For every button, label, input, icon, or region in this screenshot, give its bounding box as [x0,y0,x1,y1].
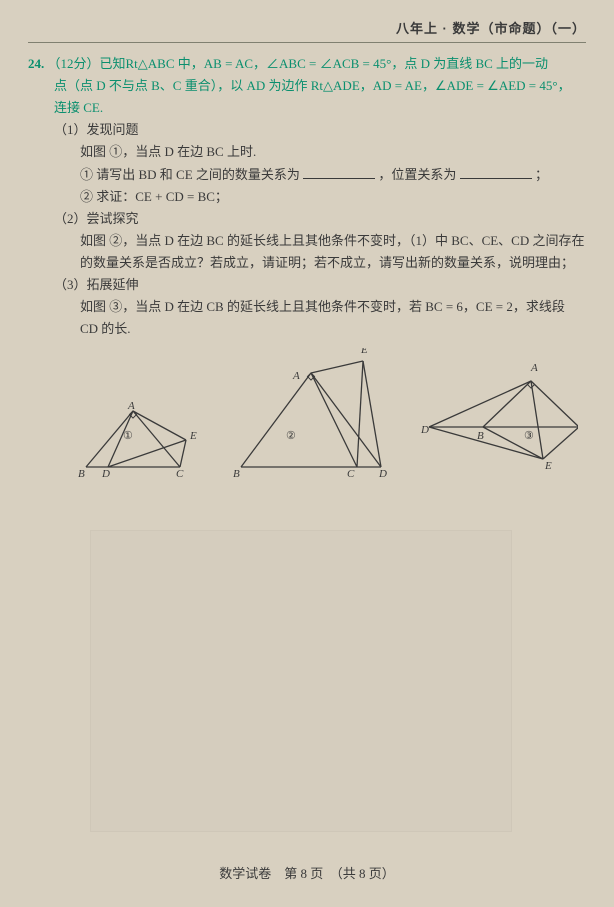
svg-text:B: B [477,430,484,442]
stem-line-2: 点（点 D 不与点 B、C 重合），以 AD 为边作 Rt△ADE，AD = A… [54,75,586,97]
part2-line1: 如图 ②，当点 D 在边 BC 的延长线上且其他条件不变时，（1）中 BC、CE… [80,230,586,252]
blank-1 [303,166,375,179]
svg-text:②: ② [286,430,296,442]
part1-line1: 如图 ①，当点 D 在边 BC 上时. [80,141,586,163]
header-rule [28,42,586,43]
showthrough-ghost [90,530,512,832]
p1l2b: ，位置关系为 [378,167,456,182]
svg-text:A: A [127,400,135,412]
stem-line-3: 连接 CE. [54,97,586,119]
p1l2c: ； [535,167,548,182]
svg-text:E: E [360,348,368,356]
question-points: （12分） [48,56,100,71]
question-stem: 24. （12分）已知Rt△ABC 中，AB = AC，∠ABC = ∠ACB … [28,53,586,75]
svg-text:D: D [420,424,429,436]
svg-text:E: E [544,460,552,472]
part1-line3: ② 求证：CE + CD = BC； [80,186,586,208]
figures-row: ABCDE①ABCDE②ABCDE③ [58,348,586,515]
svg-text:A: A [530,362,538,374]
page-footer: 数学试卷 第 8 页 （共 8 页） [0,863,614,885]
svg-text:C: C [347,468,355,480]
svg-text:D: D [101,468,110,480]
part2-line2: 的数量关系是否成立？若成立，请证明；若不成立，请写出新的数量关系，说明理由； [80,252,586,274]
svg-text:B: B [78,468,85,480]
svg-text:D: D [378,468,387,480]
figures-svg: ABCDE①ABCDE②ABCDE③ [58,348,578,508]
page-header: 八年上 · 数学（市命题）（一） [28,18,586,40]
svg-text:A: A [292,370,300,382]
p1l2a: ① 请写出 BD 和 CE 之间的数量关系为 [80,167,300,182]
svg-text:①: ① [123,430,133,442]
stem-line-1: 已知Rt△ABC 中，AB = AC，∠ABC = ∠ACB = 45°，点 D… [100,56,549,71]
svg-text:E: E [189,430,197,442]
blank-2 [460,166,532,179]
question-number: 24. [28,56,44,71]
svg-text:C: C [176,468,184,480]
svg-text:③: ③ [524,430,534,442]
svg-text:B: B [233,468,240,480]
part3-line2: CD 的长. [80,318,586,340]
part2-title: （2）尝试探究 [54,208,586,230]
part1-title: （1）发现问题 [54,119,586,141]
part3-line1: 如图 ③，当点 D 在边 CB 的延长线上且其他条件不变时，若 BC = 6，C… [80,296,586,318]
part1-line2: ① 请写出 BD 和 CE 之间的数量关系为 ，位置关系为 ； [80,164,586,186]
part3-title: （3）拓展延伸 [54,274,586,296]
